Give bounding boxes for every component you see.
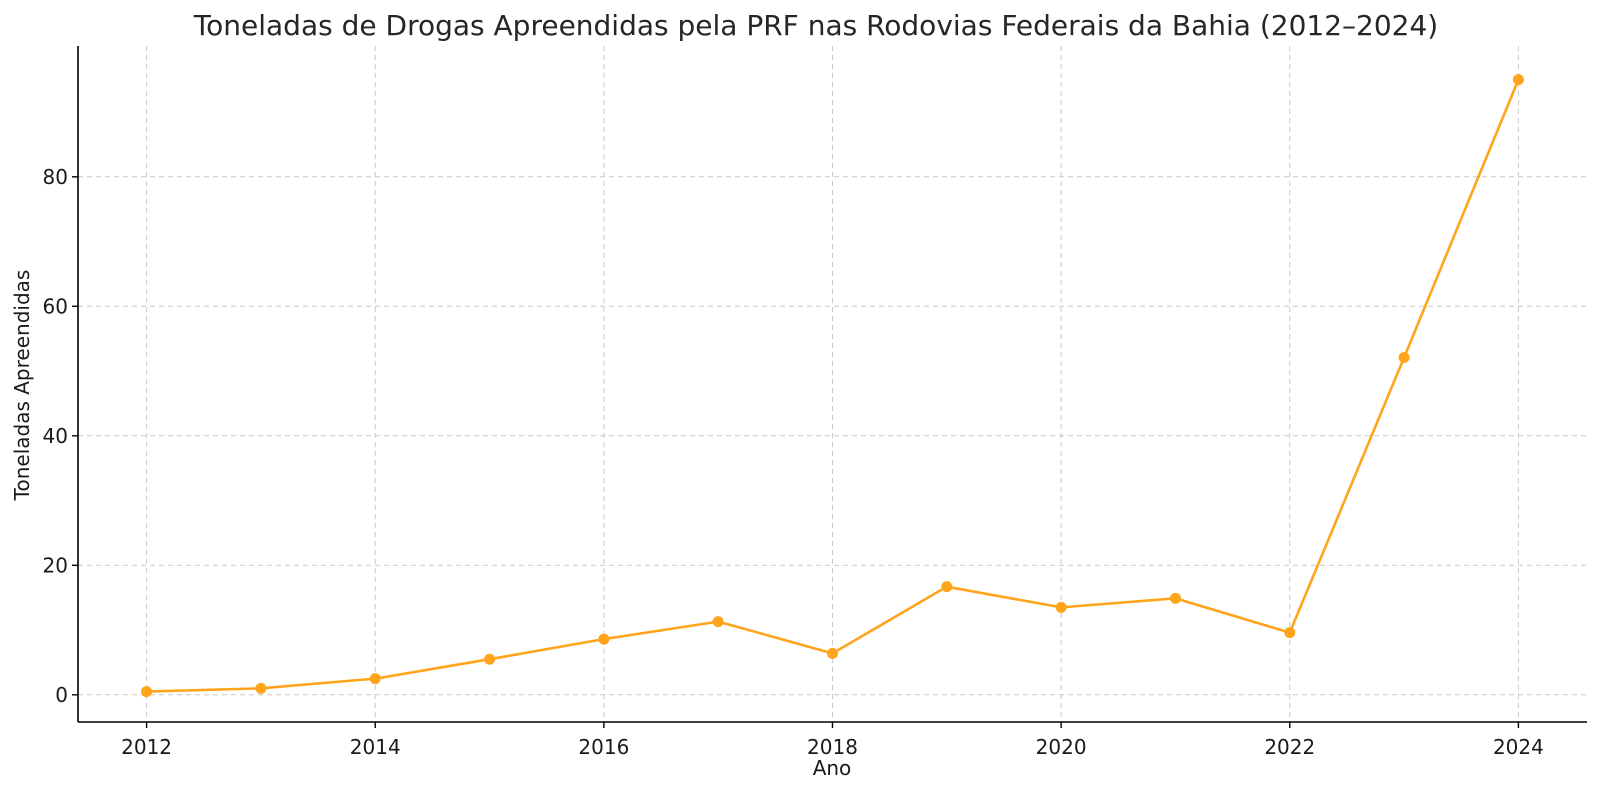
x-tick-label: 2022 — [1264, 735, 1315, 759]
x-axis-label: Ano — [813, 756, 852, 780]
data-point — [369, 673, 381, 685]
x-tick-label: 2016 — [578, 735, 629, 759]
x-tick-label: 2024 — [1493, 735, 1544, 759]
data-point — [484, 653, 496, 665]
data-point — [941, 581, 953, 593]
data-point — [1169, 592, 1181, 604]
data-point — [141, 686, 153, 698]
data-point — [1055, 601, 1067, 613]
y-axis-label: Toneladas Apreendidas — [10, 270, 34, 502]
ticks: 2012 2014 2016 2018 2020 2022 2024 0 20 40 60 80 — [43, 165, 1544, 759]
series — [141, 74, 1524, 698]
data-point — [1284, 627, 1296, 639]
x-tick-label: 2018 — [807, 735, 858, 759]
chart-title: Toneladas de Drogas Apreendidas pela PRF… — [193, 9, 1438, 42]
y-tick-label: 40 — [43, 424, 68, 448]
y-tick-label: 20 — [43, 553, 68, 577]
data-point — [827, 647, 838, 659]
data-point — [1512, 74, 1524, 86]
data-point — [255, 682, 267, 694]
y-tick-label: 60 — [43, 294, 68, 318]
x-tick-label: 2014 — [350, 735, 401, 759]
data-point — [598, 633, 610, 645]
x-tick-label: 2020 — [1036, 735, 1087, 759]
data-point — [712, 616, 724, 628]
y-tick-label: 80 — [43, 165, 68, 189]
data-point — [1398, 351, 1410, 363]
y-tick-label: 0 — [55, 683, 68, 707]
grid — [78, 46, 1587, 722]
x-tick-label: 2012 — [121, 735, 172, 759]
